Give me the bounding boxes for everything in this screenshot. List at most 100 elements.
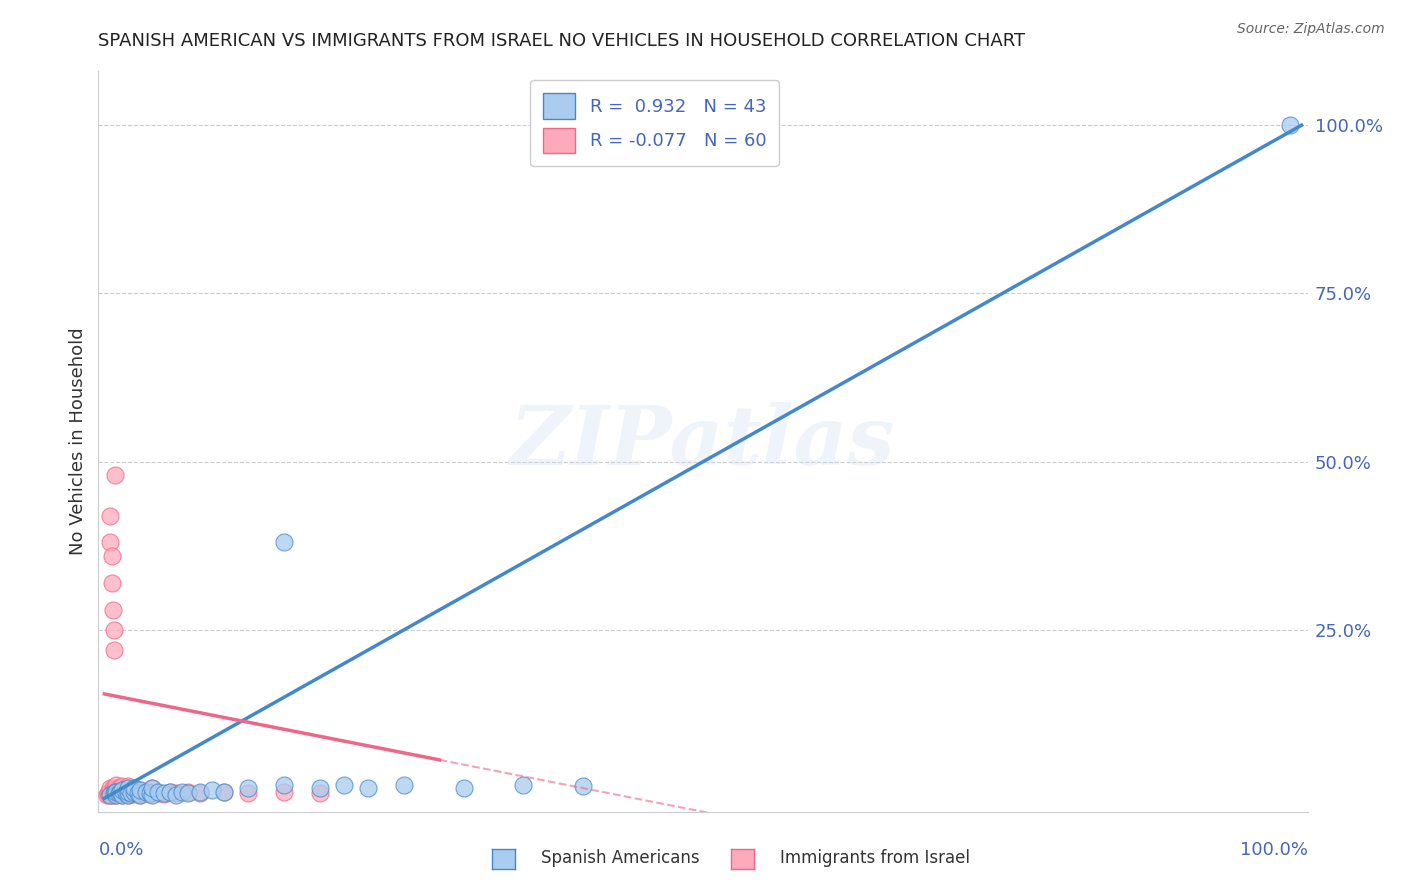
Point <box>100 549 122 563</box>
Point <box>124 784 146 798</box>
Point <box>103 788 125 802</box>
Point <box>165 786 187 800</box>
Point <box>129 783 152 797</box>
Point <box>107 786 129 800</box>
Point <box>111 779 134 793</box>
Point <box>111 788 134 802</box>
Point <box>392 778 415 792</box>
Point <box>129 783 152 797</box>
Point <box>96 788 118 802</box>
Text: Spanish Americans: Spanish Americans <box>541 849 700 867</box>
Point <box>124 781 146 796</box>
Point <box>188 786 211 800</box>
Point <box>135 784 157 798</box>
Point <box>100 535 122 549</box>
Point <box>453 781 475 796</box>
Point <box>141 788 163 802</box>
Point <box>153 787 176 801</box>
Text: 0.0%: 0.0% <box>98 841 143 859</box>
Point <box>103 623 125 637</box>
Point <box>141 786 163 800</box>
Point <box>139 787 162 801</box>
Point <box>112 786 135 800</box>
Text: Immigrants from Israel: Immigrants from Israel <box>780 849 970 867</box>
Point <box>105 788 128 802</box>
Point <box>117 781 139 796</box>
Point <box>273 535 295 549</box>
Text: 100.0%: 100.0% <box>1240 841 1308 859</box>
Point <box>141 781 163 796</box>
Point <box>165 788 187 802</box>
Point <box>103 643 125 657</box>
Point <box>117 784 139 798</box>
Y-axis label: No Vehicles in Household: No Vehicles in Household <box>69 327 87 556</box>
Point <box>105 784 128 798</box>
Point <box>104 784 127 798</box>
Point <box>129 788 152 802</box>
Point <box>117 788 139 802</box>
Point <box>153 786 176 800</box>
Point <box>127 784 149 798</box>
Point <box>188 784 211 798</box>
Point <box>121 783 143 797</box>
Point <box>100 788 122 802</box>
Point <box>117 784 139 798</box>
Point <box>159 784 181 798</box>
Point <box>108 784 131 798</box>
Point <box>110 783 132 797</box>
Point <box>105 778 128 792</box>
Point <box>357 781 380 796</box>
Point <box>105 788 128 802</box>
Point <box>101 781 124 796</box>
Point <box>100 781 122 796</box>
Point <box>273 784 295 798</box>
Point <box>104 786 127 800</box>
Point <box>101 786 124 800</box>
Text: Source: ZipAtlas.com: Source: ZipAtlas.com <box>1237 22 1385 37</box>
Point <box>212 784 235 798</box>
Point <box>132 786 155 800</box>
Text: ZIPatlas: ZIPatlas <box>510 401 896 482</box>
Point <box>177 784 200 798</box>
Point <box>512 778 534 792</box>
Point <box>273 778 295 792</box>
Legend: R =  0.932   N = 43, R = -0.077   N = 60: R = 0.932 N = 43, R = -0.077 N = 60 <box>530 80 779 166</box>
Point <box>148 784 170 798</box>
Point <box>124 787 146 801</box>
Point <box>115 787 138 801</box>
Point <box>135 784 157 798</box>
Point <box>309 781 332 796</box>
Point <box>177 786 200 800</box>
Point <box>115 786 138 800</box>
Point <box>117 788 139 802</box>
Point <box>141 781 163 796</box>
Point <box>309 786 332 800</box>
Point <box>148 786 170 800</box>
Point <box>159 784 181 798</box>
Point <box>104 468 127 483</box>
Point <box>572 779 595 793</box>
Point <box>120 786 142 800</box>
Point <box>103 783 125 797</box>
Point <box>108 784 131 798</box>
Point <box>100 575 122 590</box>
Point <box>120 786 142 800</box>
Point <box>201 783 224 797</box>
Point <box>100 788 122 802</box>
Text: SPANISH AMERICAN VS IMMIGRANTS FROM ISRAEL NO VEHICLES IN HOUSEHOLD CORRELATION : SPANISH AMERICAN VS IMMIGRANTS FROM ISRA… <box>98 32 1025 50</box>
Point <box>1278 118 1301 132</box>
Point <box>105 784 128 798</box>
Point <box>98 788 121 802</box>
Point <box>114 783 136 797</box>
Point <box>111 783 134 797</box>
Point <box>212 784 235 798</box>
Point <box>139 786 162 800</box>
Point <box>111 784 134 798</box>
Point <box>115 784 138 798</box>
Point <box>115 781 138 796</box>
Point <box>236 781 259 796</box>
Point <box>107 781 129 796</box>
Point <box>105 781 128 796</box>
Point <box>124 781 146 796</box>
Point <box>111 788 134 802</box>
